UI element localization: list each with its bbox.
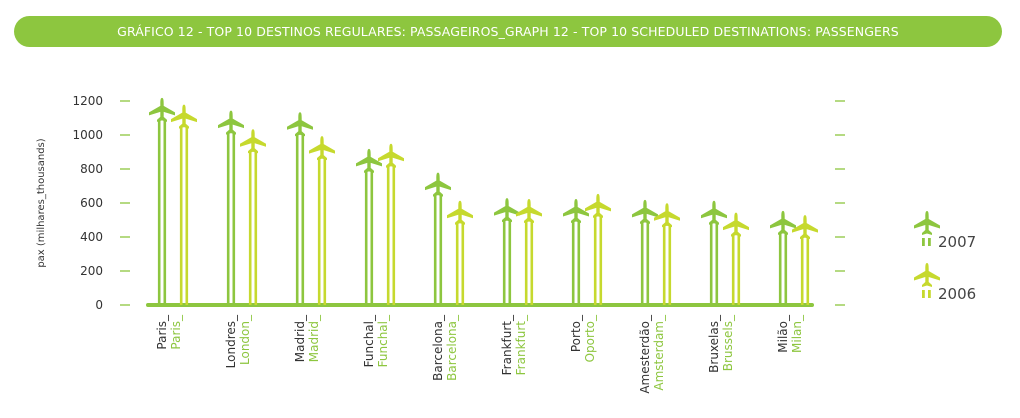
x-label-pt: Bruxelas_ [707, 314, 721, 373]
bar-2006 [309, 136, 335, 305]
plane-icon [914, 263, 940, 287]
plane-icon [494, 198, 520, 223]
y-tick-label: 0 [95, 298, 103, 312]
legend-label: 2006 [938, 285, 976, 303]
bar-2006 [378, 143, 404, 305]
x-label-pt: Paris_ [155, 314, 169, 350]
bar-2006 [654, 203, 680, 305]
x-label-en: Frankfurt_ [514, 314, 528, 375]
plane-icon [914, 211, 940, 235]
chart-axes: 0 200 400 600 800 1000 1200 pax (milhares_thous… [36, 94, 845, 312]
legend: 2007 2006 [914, 211, 976, 303]
x-label-en: Funchal_ [376, 314, 390, 367]
bar-2007 [770, 210, 796, 305]
chart-title-banner: GRÁFICO 12 - TOP 10 DESTINOS REGULARES: … [14, 16, 1002, 47]
x-label-pt: Funchal_ [362, 314, 376, 367]
plane-icon [447, 200, 473, 225]
x-label-pt: Milão_ [776, 314, 790, 353]
x-label-pt: Porto_ [569, 314, 583, 352]
x-label-en: London_ [238, 314, 252, 365]
plane-icon [171, 104, 197, 129]
x-label-en: Paris_ [169, 314, 183, 350]
bar-2006 [447, 200, 473, 305]
x-label-en: Madrid_ [307, 314, 321, 362]
bar-2007 [218, 110, 244, 305]
bar-2007 [563, 199, 589, 305]
legend-trail [922, 290, 925, 298]
y-tick-label: 1000 [72, 128, 103, 142]
x-label-en: Brussels_ [721, 314, 735, 371]
bar-2006 [240, 129, 266, 305]
bar-2007 [494, 198, 520, 305]
plane-icon [309, 136, 335, 161]
legend-trail [928, 238, 931, 246]
y-tick-label: 400 [80, 230, 103, 244]
plane-icon [149, 97, 175, 122]
chart-title: GRÁFICO 12 - TOP 10 DESTINOS REGULARES: … [117, 24, 899, 39]
bar-2006 [723, 212, 749, 305]
x-label-pt: Amesterdão_ [638, 314, 652, 394]
x-label-en: Oporto_ [583, 314, 597, 362]
x-axis-labels: Paris_ Paris_ Londres_ London_ Madrid_ Madrid… [155, 314, 804, 394]
bar-2007 [425, 172, 451, 305]
legend-trail [922, 238, 925, 246]
bar-2007 [149, 97, 175, 305]
legend-label: 2007 [938, 233, 976, 251]
chart-marks [149, 97, 818, 305]
bar-2006 [516, 199, 542, 305]
plane-icon [425, 172, 451, 197]
legend-item-2007: 2007 [914, 211, 976, 251]
bar-2006 [792, 215, 818, 305]
x-label-en: Amsterdam_ [652, 314, 666, 391]
x-label-en: Barcelona_ [445, 314, 459, 381]
bar-2007 [701, 200, 727, 305]
y-tick-label: 1200 [72, 94, 103, 108]
legend-item-2006: 2006 [914, 263, 976, 303]
plane-icon [701, 200, 727, 225]
bar-2007 [356, 148, 382, 305]
bar-2006 [171, 104, 197, 305]
y-tick-label: 800 [80, 162, 103, 176]
plane-icon [516, 199, 542, 223]
plane-icon [218, 110, 244, 135]
x-label-pt: Frankfurt_ [500, 314, 514, 375]
bar-2006 [585, 193, 611, 305]
x-label-pt: Madrid_ [293, 314, 307, 362]
x-label-pt: Londres_ [224, 314, 238, 368]
x-label-pt: Barcelona_ [431, 314, 445, 381]
y-axis-label: pax (milhares_thousands) [36, 138, 47, 267]
y-tick-label: 600 [80, 196, 103, 210]
bar-2007 [287, 112, 313, 305]
x-label-en: Milan_ [790, 314, 804, 353]
bar-2007 [632, 199, 658, 305]
y-tick-label: 200 [80, 264, 103, 278]
legend-trail [928, 290, 931, 298]
plane-icon [287, 112, 313, 137]
plane-icon [240, 129, 266, 154]
